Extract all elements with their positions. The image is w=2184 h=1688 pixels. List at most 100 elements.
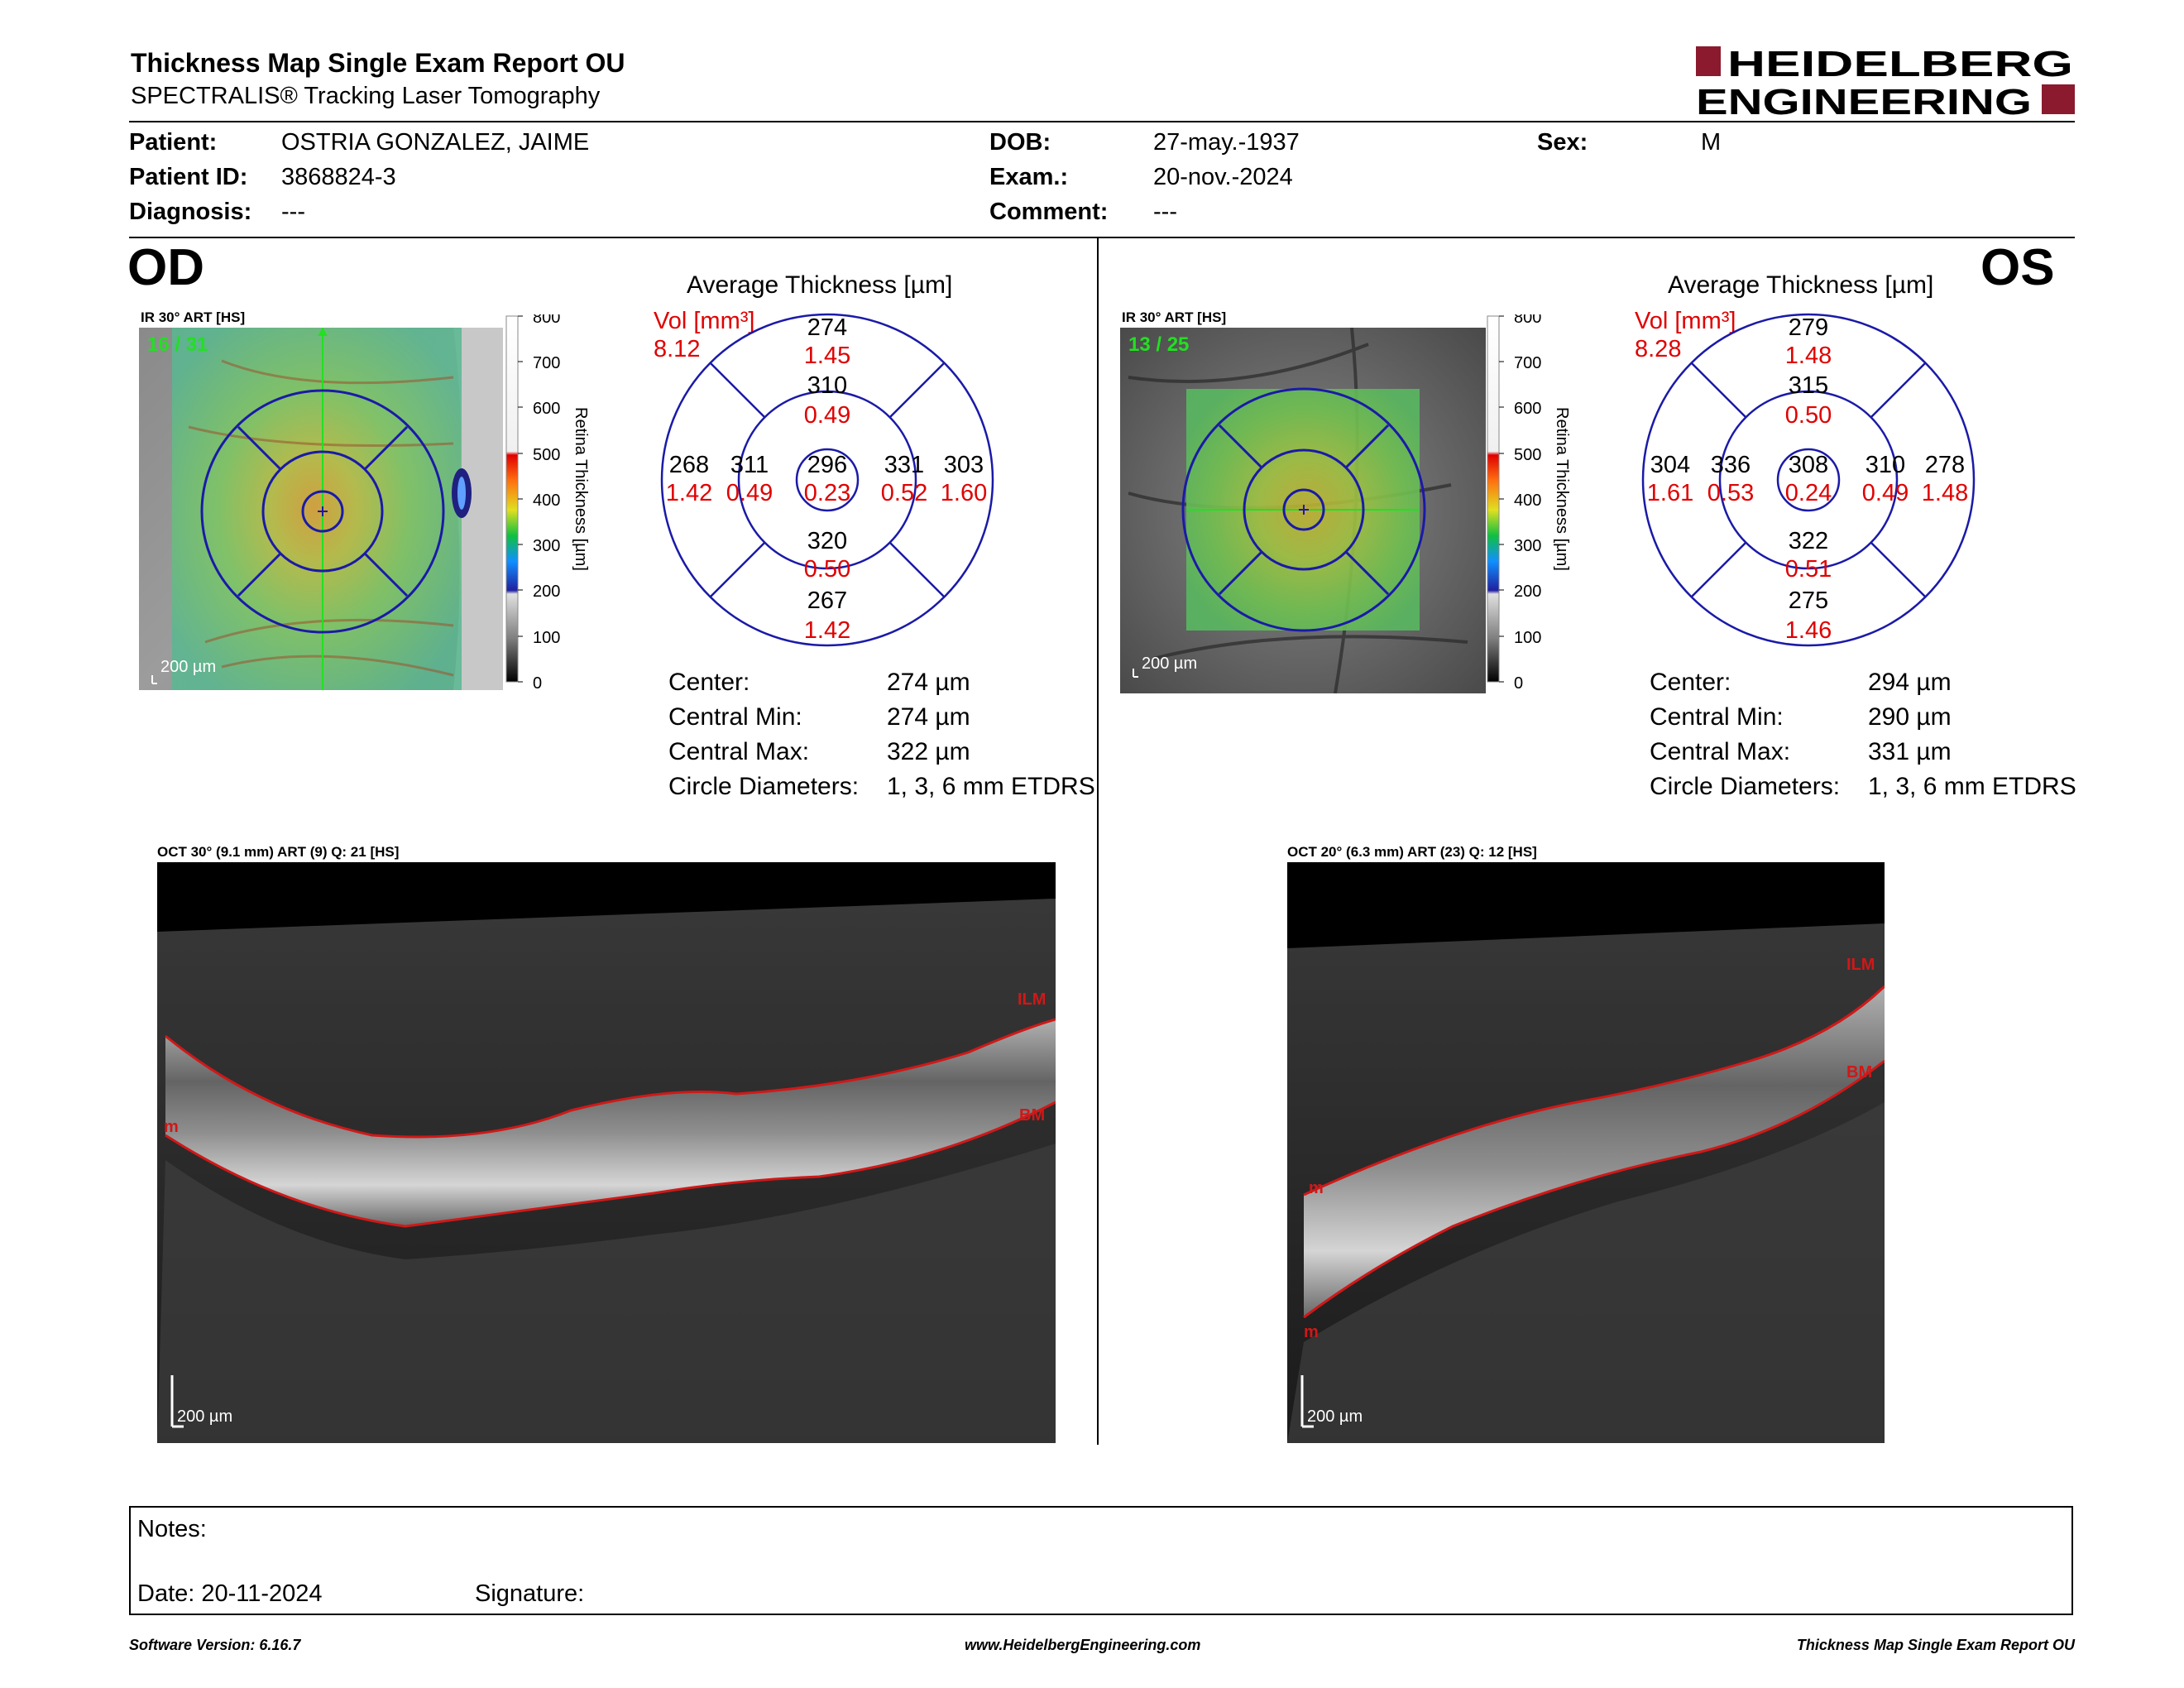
od-eye-label: OD [127,239,204,296]
os-inner-right-thickness: 310 [1865,452,1906,478]
os-cbar-tick: 800 [1514,314,1541,327]
os-oct-m-label: m [1309,1179,1324,1197]
os-vol-value: 8.28 [1635,336,1682,362]
od-oct-bm-label: BM [1019,1106,1045,1125]
os-oct-label: OCT 20° (6.3 mm) ART (23) Q: 12 [HS] [1287,844,1537,860]
os-center-volume: 0.24 [1784,480,1832,506]
os-stat-label: Central Max: [1650,738,1791,765]
od-cbar-tick: 700 [533,354,560,372]
exam-label: Exam.: [989,164,1069,190]
footer-website[interactable]: www.HeidelbergEngineering.com [965,1637,1201,1653]
od-vol-value: 8.12 [654,336,701,362]
os-cbar-tick: 600 [1514,400,1541,418]
os-outer-left-volume: 1.61 [1646,480,1694,506]
footer-report: Thickness Map Single Exam Report OU [1796,1637,2075,1653]
notes-box[interactable]: Notes: Date: 20-11-2024 Signature: [129,1506,2073,1615]
footer-software: Software Version: 6.16.7 [129,1637,301,1653]
signature-label: Signature: [475,1580,585,1607]
date-label: Date: 20-11-2024 [137,1580,323,1607]
os-cbar-tick: 300 [1514,537,1541,555]
od-thickness-map: 16 / 31 200 µm [139,328,503,690]
od-cbar-tick: 600 [533,400,560,418]
od-outer-left-thickness: 268 [668,452,710,478]
od-stat-value: 274 µm [887,703,970,731]
os-scale-label: 200 µm [1142,655,1197,673]
os-stat-label: Center: [1650,669,1731,696]
os-stat-value: 1, 3, 6 mm ETDRS [1868,773,2076,800]
os-ir-label: IR 30° ART [HS] [1122,309,1227,325]
os-inner-left-volume: 0.53 [1707,480,1755,506]
diagnosis-value: --- [281,199,305,225]
od-cbar-tick: 0 [533,674,542,693]
os-stat-value: 290 µm [1868,703,1952,731]
patient-label: Patient: [129,129,218,156]
os-center-thickness: 308 [1788,452,1829,478]
os-frame-count: 13 / 25 [1128,333,1189,356]
os-outer-left-thickness: 304 [1650,452,1691,478]
od-inner-right-volume: 0.52 [880,480,928,506]
od-colorbar-title: Retina Thickness [µm] [572,407,590,571]
od-scale-label: 200 µm [160,658,216,676]
os-cbar-tick: 500 [1514,446,1541,464]
os-oct-bm-label: BM [1846,1063,1872,1081]
od-stat-label: Circle Diameters: [668,773,860,800]
os-inner-top-volume: 0.50 [1784,402,1832,429]
patient-id-label: Patient ID: [129,164,248,190]
os-oct-m-label-2: m [1304,1323,1319,1341]
os-cbar-tick: 400 [1514,492,1541,510]
od-cbar-tick: 200 [533,583,560,601]
od-outer-right-thickness: 303 [943,452,984,478]
od-inner-top-volume: 0.49 [803,402,851,429]
od-cbar-tick: 300 [533,537,560,555]
sex-label: Sex: [1537,129,1588,156]
os-stat-value: 331 µm [1868,738,1952,765]
notes-label: Notes: [137,1516,207,1542]
os-outer-bottom-volume: 1.46 [1784,617,1832,644]
od-outer-left-volume: 1.42 [665,480,713,506]
info-divider [129,237,2075,238]
od-outer-top-volume: 1.45 [803,343,851,369]
dob-value: 27-may.-1937 [1153,129,1300,156]
os-outer-bottom-thickness: 275 [1788,587,1829,614]
heidelberg-logo: HEIDELBERG ENGINEERING [1696,44,2075,117]
os-stat-label: Central Min: [1650,703,1784,731]
od-oct-m-label: m [164,1118,179,1136]
os-avg-title: Average Thickness [µm] [1668,271,1934,299]
header-divider [129,121,2075,122]
os-outer-top-thickness: 279 [1788,314,1829,341]
od-stat-label: Central Max: [668,738,810,765]
od-inner-bottom-thickness: 320 [807,528,848,554]
od-cbar-tick: 500 [533,446,560,464]
dob-label: DOB: [989,129,1051,156]
od-stat-value: 274 µm [887,669,970,696]
os-eye-label: OS [1980,239,2055,296]
os-inner-top-thickness: 315 [1788,372,1829,399]
logo-line1: HEIDELBERG [1727,44,2073,84]
report-title: Thickness Map Single Exam Report OU [131,48,625,78]
os-cbar-tick: 200 [1514,583,1541,601]
od-avg-title: Average Thickness [µm] [687,271,953,299]
os-stat-value: 294 µm [1868,669,1952,696]
os-inner-bottom-thickness: 322 [1788,528,1829,554]
od-vol-label: Vol [mm³] [654,308,755,334]
od-inner-right-thickness: 331 [884,452,925,478]
comment-label: Comment: [989,199,1109,225]
od-oct-label: OCT 30° (9.1 mm) ART (9) Q: 21 [HS] [157,844,400,860]
od-stat-label: Central Min: [668,703,802,731]
od-oct-bscan: ILM BM m 200 µm [157,862,1056,1443]
od-cbar-tick: 400 [533,492,560,510]
os-oct-scale: 200 µm [1307,1407,1363,1426]
od-outer-bottom-thickness: 267 [807,587,848,614]
od-center-volume: 0.23 [803,480,851,506]
os-oct-ilm-label: ILM [1846,956,1875,974]
od-inner-left-volume: 0.49 [726,480,774,506]
os-vol-label: Vol [mm³] [1635,308,1736,334]
os-cbar-tick: 100 [1514,629,1541,647]
od-etdrs-grid [660,313,994,647]
od-outer-top-thickness: 274 [807,314,848,341]
exam-value: 20-nov.-2024 [1153,164,1293,190]
od-cbar-tick: 800 [533,314,560,327]
od-inner-bottom-volume: 0.50 [803,556,851,583]
os-colorbar-title: Retina Thickness [µm] [1553,407,1571,571]
od-center-thickness: 296 [807,452,848,478]
